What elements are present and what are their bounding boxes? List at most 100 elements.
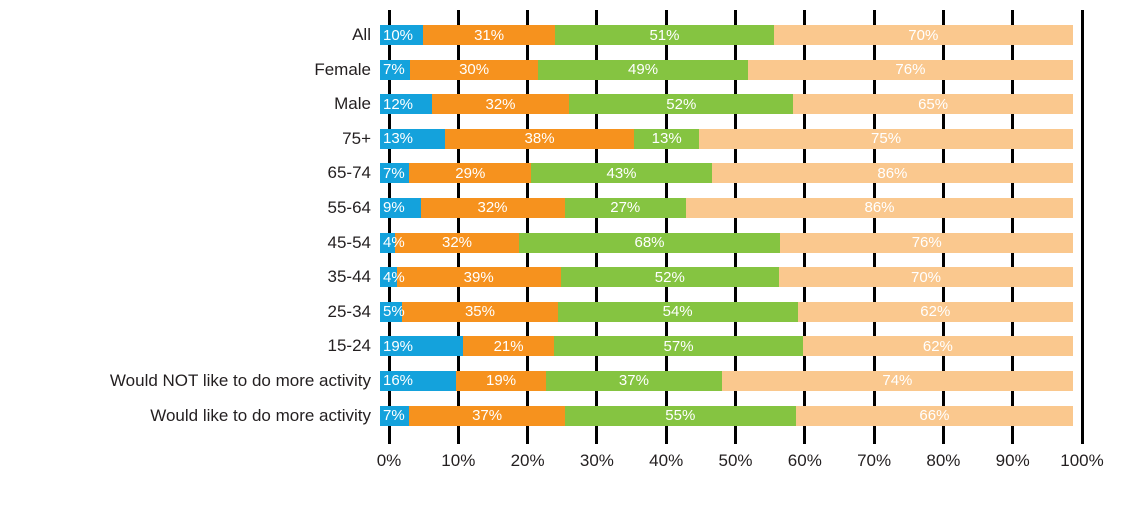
peach-segment: 76% [747, 59, 1073, 80]
x-axis-tick-label: 10% [441, 451, 476, 470]
bar-value-label: 62% [920, 303, 951, 321]
x-axis-tick-label: 100% [1060, 451, 1104, 470]
orange-segment: 37% [409, 405, 565, 426]
peach-segment: 86% [711, 163, 1073, 184]
bar: 16% 19% 37% 74% [380, 370, 1073, 391]
bar: 7% 37% 55% 66% [380, 405, 1074, 426]
bar-value-label: 12% [383, 95, 414, 113]
bar-value-label: 52% [666, 95, 697, 113]
orange-segment: 32% [420, 197, 565, 218]
orange-segment: 35% [402, 301, 558, 322]
bar-value-label: 86% [877, 164, 908, 182]
peach-segment: 75% [699, 128, 1073, 149]
category-label: All [352, 25, 371, 44]
peach-segment: 86% [686, 197, 1073, 218]
category-label: 15-24 [327, 336, 371, 356]
bar: 12% 32% 52% 65% [380, 94, 1073, 115]
x-axis: 0% 10% 20% 30% 40% 50% 60% 70% 80% 90% 100% [377, 451, 1104, 475]
bar: 19% 21% 57% 62% [380, 336, 1073, 357]
gridline [872, 10, 876, 444]
orange-segment: 30% [409, 59, 539, 80]
blue-segment: 16% [380, 370, 456, 391]
blue-segment: 9% [380, 197, 421, 218]
blue-segment: 7% [380, 163, 410, 184]
gridline [803, 10, 807, 444]
x-axis-tick-label: 90% [995, 451, 1030, 470]
category-label: 55-64 [327, 197, 371, 217]
bar-value-label: 38% [524, 130, 555, 148]
blue-segment: 7% [380, 405, 410, 426]
green-segment: 54% [557, 301, 798, 322]
bar-value-label: 7% [383, 61, 405, 79]
bar-row: Would like to do more activity 7% 37% 55% 66… [0, 405, 1144, 426]
bar-value-label: 29% [455, 164, 486, 182]
orange-segment: 32% [431, 94, 570, 115]
orange-segment: 32% [395, 232, 519, 253]
bar-value-label: 76% [911, 234, 942, 252]
blue-segment: 7% [380, 59, 410, 80]
category-label: 45-54 [327, 232, 371, 252]
bar-value-label: 86% [864, 199, 895, 217]
blue-segment: 10% [380, 25, 423, 45]
bar: 13% 38% 13% 75% [380, 128, 1073, 149]
bar-row: 15-24 19% 21% 57% 62% [0, 336, 1144, 357]
category-label: 75+ [342, 128, 371, 148]
bar-value-label: 70% [908, 26, 939, 44]
bar-value-label: 13% [651, 130, 682, 148]
blue-segment: 13% [380, 128, 445, 149]
bar-row: Male 12% 32% 52% 65% [0, 94, 1144, 115]
gridline [387, 10, 391, 444]
category-label: 35-44 [327, 267, 371, 287]
gridline [941, 10, 945, 444]
gridline [526, 10, 530, 444]
green-segment: 68% [518, 232, 781, 253]
bar-value-label: 19% [383, 337, 414, 355]
bar-value-label: 7% [383, 407, 405, 425]
bar-value-label: 49% [628, 61, 659, 79]
bar-value-label: 4% [383, 268, 405, 286]
bar-value-label: 55% [665, 407, 696, 425]
blue-segment: 5% [380, 301, 405, 322]
bar-row: 25-34 5% 35% 54% 62% [0, 301, 1144, 322]
bar-value-label: 62% [922, 337, 953, 355]
bar-value-label: 31% [474, 26, 505, 44]
bar-value-label: 37% [618, 372, 649, 390]
bar-value-label: 57% [663, 337, 694, 355]
bar-row: 45-54 4% 32% 68% 76% [0, 232, 1144, 253]
bar-value-label: 19% [486, 372, 517, 390]
bar-value-label: 76% [895, 61, 926, 79]
peach-segment: 65% [793, 94, 1073, 115]
peach-segment: 70% [779, 267, 1073, 288]
blue-segment: 19% [380, 336, 463, 357]
peach-segment: 62% [797, 301, 1074, 322]
gridline [664, 10, 668, 444]
peach-segment: 76% [780, 232, 1073, 253]
bar-value-label: 27% [610, 199, 641, 217]
category-label: Male [334, 94, 371, 114]
category-label: Would like to do more activity [150, 405, 371, 425]
bar: 10% 31% 51% 70% [380, 25, 1073, 45]
peach-segment: 70% [773, 25, 1073, 45]
bar-value-label: 4% [383, 234, 405, 252]
bar-value-label: 52% [654, 268, 685, 286]
x-axis-tick-label: 40% [649, 451, 684, 470]
green-segment: 27% [564, 197, 686, 218]
blue-segment: 12% [380, 94, 432, 115]
bar-value-label: 75% [871, 130, 902, 148]
green-segment: 57% [554, 336, 803, 357]
x-axis-tick-label: 70% [857, 451, 892, 470]
bar: 4% 32% 68% 76% [380, 232, 1073, 253]
green-segment: 13% [634, 128, 700, 149]
bar-value-label: 10% [383, 26, 414, 44]
gridline [595, 10, 599, 444]
category-label: 65-74 [327, 163, 371, 183]
x-axis-tick-label: 0% [376, 451, 402, 470]
orange-segment: 19% [455, 370, 547, 391]
bar: 7% 29% 43% 86% [380, 163, 1073, 184]
orange-segment: 39% [396, 267, 561, 288]
bar-value-label: 74% [882, 372, 913, 390]
bar-value-label: 32% [485, 95, 516, 113]
green-segment: 37% [546, 370, 722, 391]
x-axis-tick-label: 60% [787, 451, 822, 470]
